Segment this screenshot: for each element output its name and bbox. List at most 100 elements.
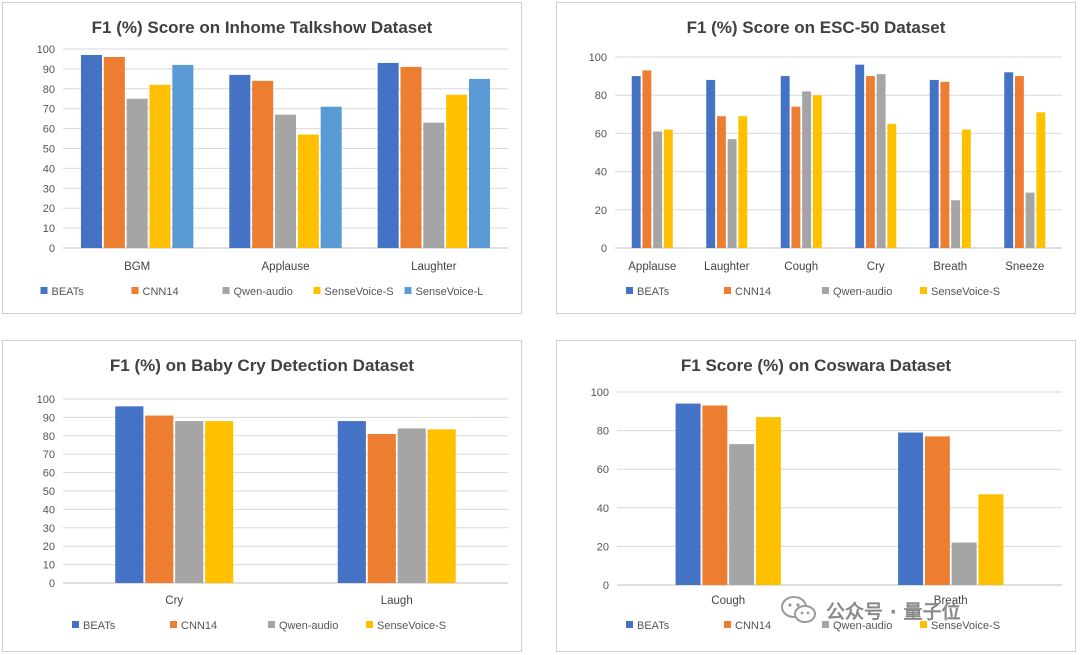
- bar-sensevoice-s-breath: [978, 494, 1004, 585]
- legend-swatch-sensevoice-s: [920, 621, 927, 628]
- y-tick-label: 40: [43, 163, 55, 175]
- chart-title: F1 (%) on Baby Cry Detection Dataset: [110, 356, 415, 375]
- legend-swatch-qwen-audio: [222, 287, 230, 294]
- legend-label-sensevoice-s: SenseVoice-S: [325, 286, 394, 298]
- y-tick-label: 80: [597, 426, 609, 438]
- chart-coswara: F1 Score (%) on Coswara Dataset 0 20 40 60 80…: [556, 340, 1076, 652]
- x-category-label: Cry: [867, 261, 885, 273]
- bar-sensevoice-l-bgm: [172, 64, 194, 248]
- bar-beats-applause: [631, 76, 641, 248]
- y-tick-label: 70: [43, 449, 55, 461]
- x-category-label: Cry: [165, 595, 183, 607]
- chart-esc50: F1 (%) Score on ESC-50 Dataset 0 20 40 60 80 1…: [556, 2, 1076, 314]
- bar-qwen-audio-sneeze: [1025, 192, 1035, 248]
- bar-cnn14-sneeze: [1014, 76, 1024, 248]
- y-tick-label: 40: [43, 504, 55, 516]
- bar-cnn14-laugh: [367, 433, 396, 583]
- bar-beats-sneeze: [1004, 72, 1014, 248]
- legend-label-cnn14: CNN14: [181, 620, 217, 632]
- bar-sensevoice-s-sneeze: [1036, 112, 1046, 248]
- bar-beats-breath: [929, 79, 939, 248]
- bar-qwen-audio-applause: [653, 131, 663, 248]
- bar-qwen-audio-cough: [802, 91, 812, 248]
- y-tick-label: 60: [595, 128, 607, 140]
- legend-swatch-cnn14: [170, 621, 177, 628]
- x-category-label: Laugh: [381, 595, 413, 607]
- legend: BEATs CNN14 Qwen-audio SenseVoice-S SenseVoi…: [40, 286, 483, 298]
- chart-svg: F1 Score (%) on Coswara Dataset 0 20 40 60 80…: [591, 356, 1062, 632]
- wechat-icon: [781, 596, 816, 623]
- y-tick-label: 90: [43, 64, 55, 76]
- x-category-label: Cough: [711, 595, 745, 607]
- y-tick-label: 10: [43, 560, 55, 572]
- y-tick-label: 30: [43, 523, 55, 535]
- bar-sensevoice-s-applause: [663, 129, 673, 248]
- bar-beats-laugh: [337, 421, 366, 583]
- y-tick-label: 30: [43, 183, 55, 195]
- y-tick-label: 0: [601, 243, 607, 255]
- legend-label-beats: BEATs: [52, 286, 85, 298]
- y-tick-label: 60: [43, 468, 55, 480]
- y-tick-label: 100: [37, 44, 55, 56]
- y-tick-label: 0: [603, 580, 609, 592]
- bar-sensevoice-s-laugh: [427, 429, 456, 583]
- bar-sensevoice-l-applause: [320, 106, 342, 249]
- bar-qwen-audio-laughter: [727, 139, 737, 248]
- legend-swatch-beats: [40, 287, 48, 294]
- bar-cnn14-cry: [145, 415, 174, 583]
- legend-swatch-sensevoice-s: [366, 621, 373, 628]
- y-tick-label: 20: [43, 541, 55, 553]
- chart-svg: F1 (%) on Baby Cry Detection Dataset 0 10 2…: [37, 356, 508, 632]
- y-tick-label: 20: [43, 203, 55, 215]
- bar-beats-breath: [898, 432, 924, 585]
- bar-cnn14-applause: [252, 80, 274, 248]
- bar-sensevoice-s-laughter: [738, 116, 748, 249]
- bar-beats-cough: [780, 76, 790, 248]
- legend-swatch-sensevoice-s: [920, 287, 927, 294]
- y-tick-label: 100: [589, 52, 607, 64]
- legend-label-sensevoice-s: SenseVoice-S: [377, 620, 446, 632]
- bar-sensevoice-s-breath: [961, 129, 971, 248]
- x-category-label: Sneeze: [1005, 261, 1044, 273]
- legend-swatch-qwen-audio: [268, 621, 275, 628]
- bar-cnn14-bgm: [103, 56, 125, 249]
- bar-qwen-audio-laughter: [423, 122, 445, 248]
- legend-swatch-cnn14: [724, 621, 731, 628]
- x-category-label: Applause: [262, 261, 310, 273]
- legend-label-qwen-audio: Qwen-audio: [833, 286, 892, 298]
- bar-cnn14-laughter: [400, 66, 422, 248]
- y-tick-label: 0: [49, 243, 55, 255]
- bar-beats-laughter: [377, 62, 399, 249]
- legend-label-cnn14: CNN14: [735, 620, 771, 632]
- bar-sensevoice-s-applause: [297, 134, 319, 248]
- bar-sensevoice-s-cry: [887, 123, 897, 248]
- bar-sensevoice-s-bgm: [149, 84, 171, 248]
- y-tick-label: 80: [595, 90, 607, 102]
- chart-title: F1 (%) Score on Inhome Talkshow Dataset: [92, 18, 433, 37]
- chart-title: F1 Score (%) on Coswara Dataset: [681, 356, 952, 375]
- bar-sensevoice-l-laughter: [468, 78, 491, 248]
- bar-qwen-audio-breath: [951, 200, 961, 248]
- y-tick-label: 100: [591, 387, 609, 399]
- bar-sensevoice-s-laughter: [446, 94, 468, 249]
- bar-cnn14-cough: [791, 106, 801, 248]
- y-tick-label: 0: [49, 578, 55, 590]
- y-tick-label: 50: [43, 486, 55, 498]
- legend-swatch-beats: [72, 621, 79, 628]
- bar-qwen-audio-bgm: [126, 98, 148, 248]
- bar-beats-cough: [675, 403, 701, 585]
- bar-beats-cry: [115, 406, 144, 583]
- bar-cnn14-applause: [642, 70, 652, 249]
- x-category-label: Laughter: [411, 261, 457, 273]
- bar-cnn14-cough: [702, 405, 728, 585]
- legend-swatch-sensevoice-l: [404, 287, 412, 294]
- y-tick-label: 20: [595, 205, 607, 217]
- watermark-text: 公众号 · 量子位: [826, 600, 961, 623]
- y-tick-label: 20: [597, 541, 609, 553]
- legend-swatch-sensevoice-s: [313, 287, 321, 294]
- bar-sensevoice-s-cry: [205, 421, 234, 583]
- bar-cnn14-breath: [940, 81, 950, 248]
- x-category-label: Applause: [628, 261, 676, 273]
- y-tick-label: 70: [43, 104, 55, 116]
- y-tick-label: 60: [597, 464, 609, 476]
